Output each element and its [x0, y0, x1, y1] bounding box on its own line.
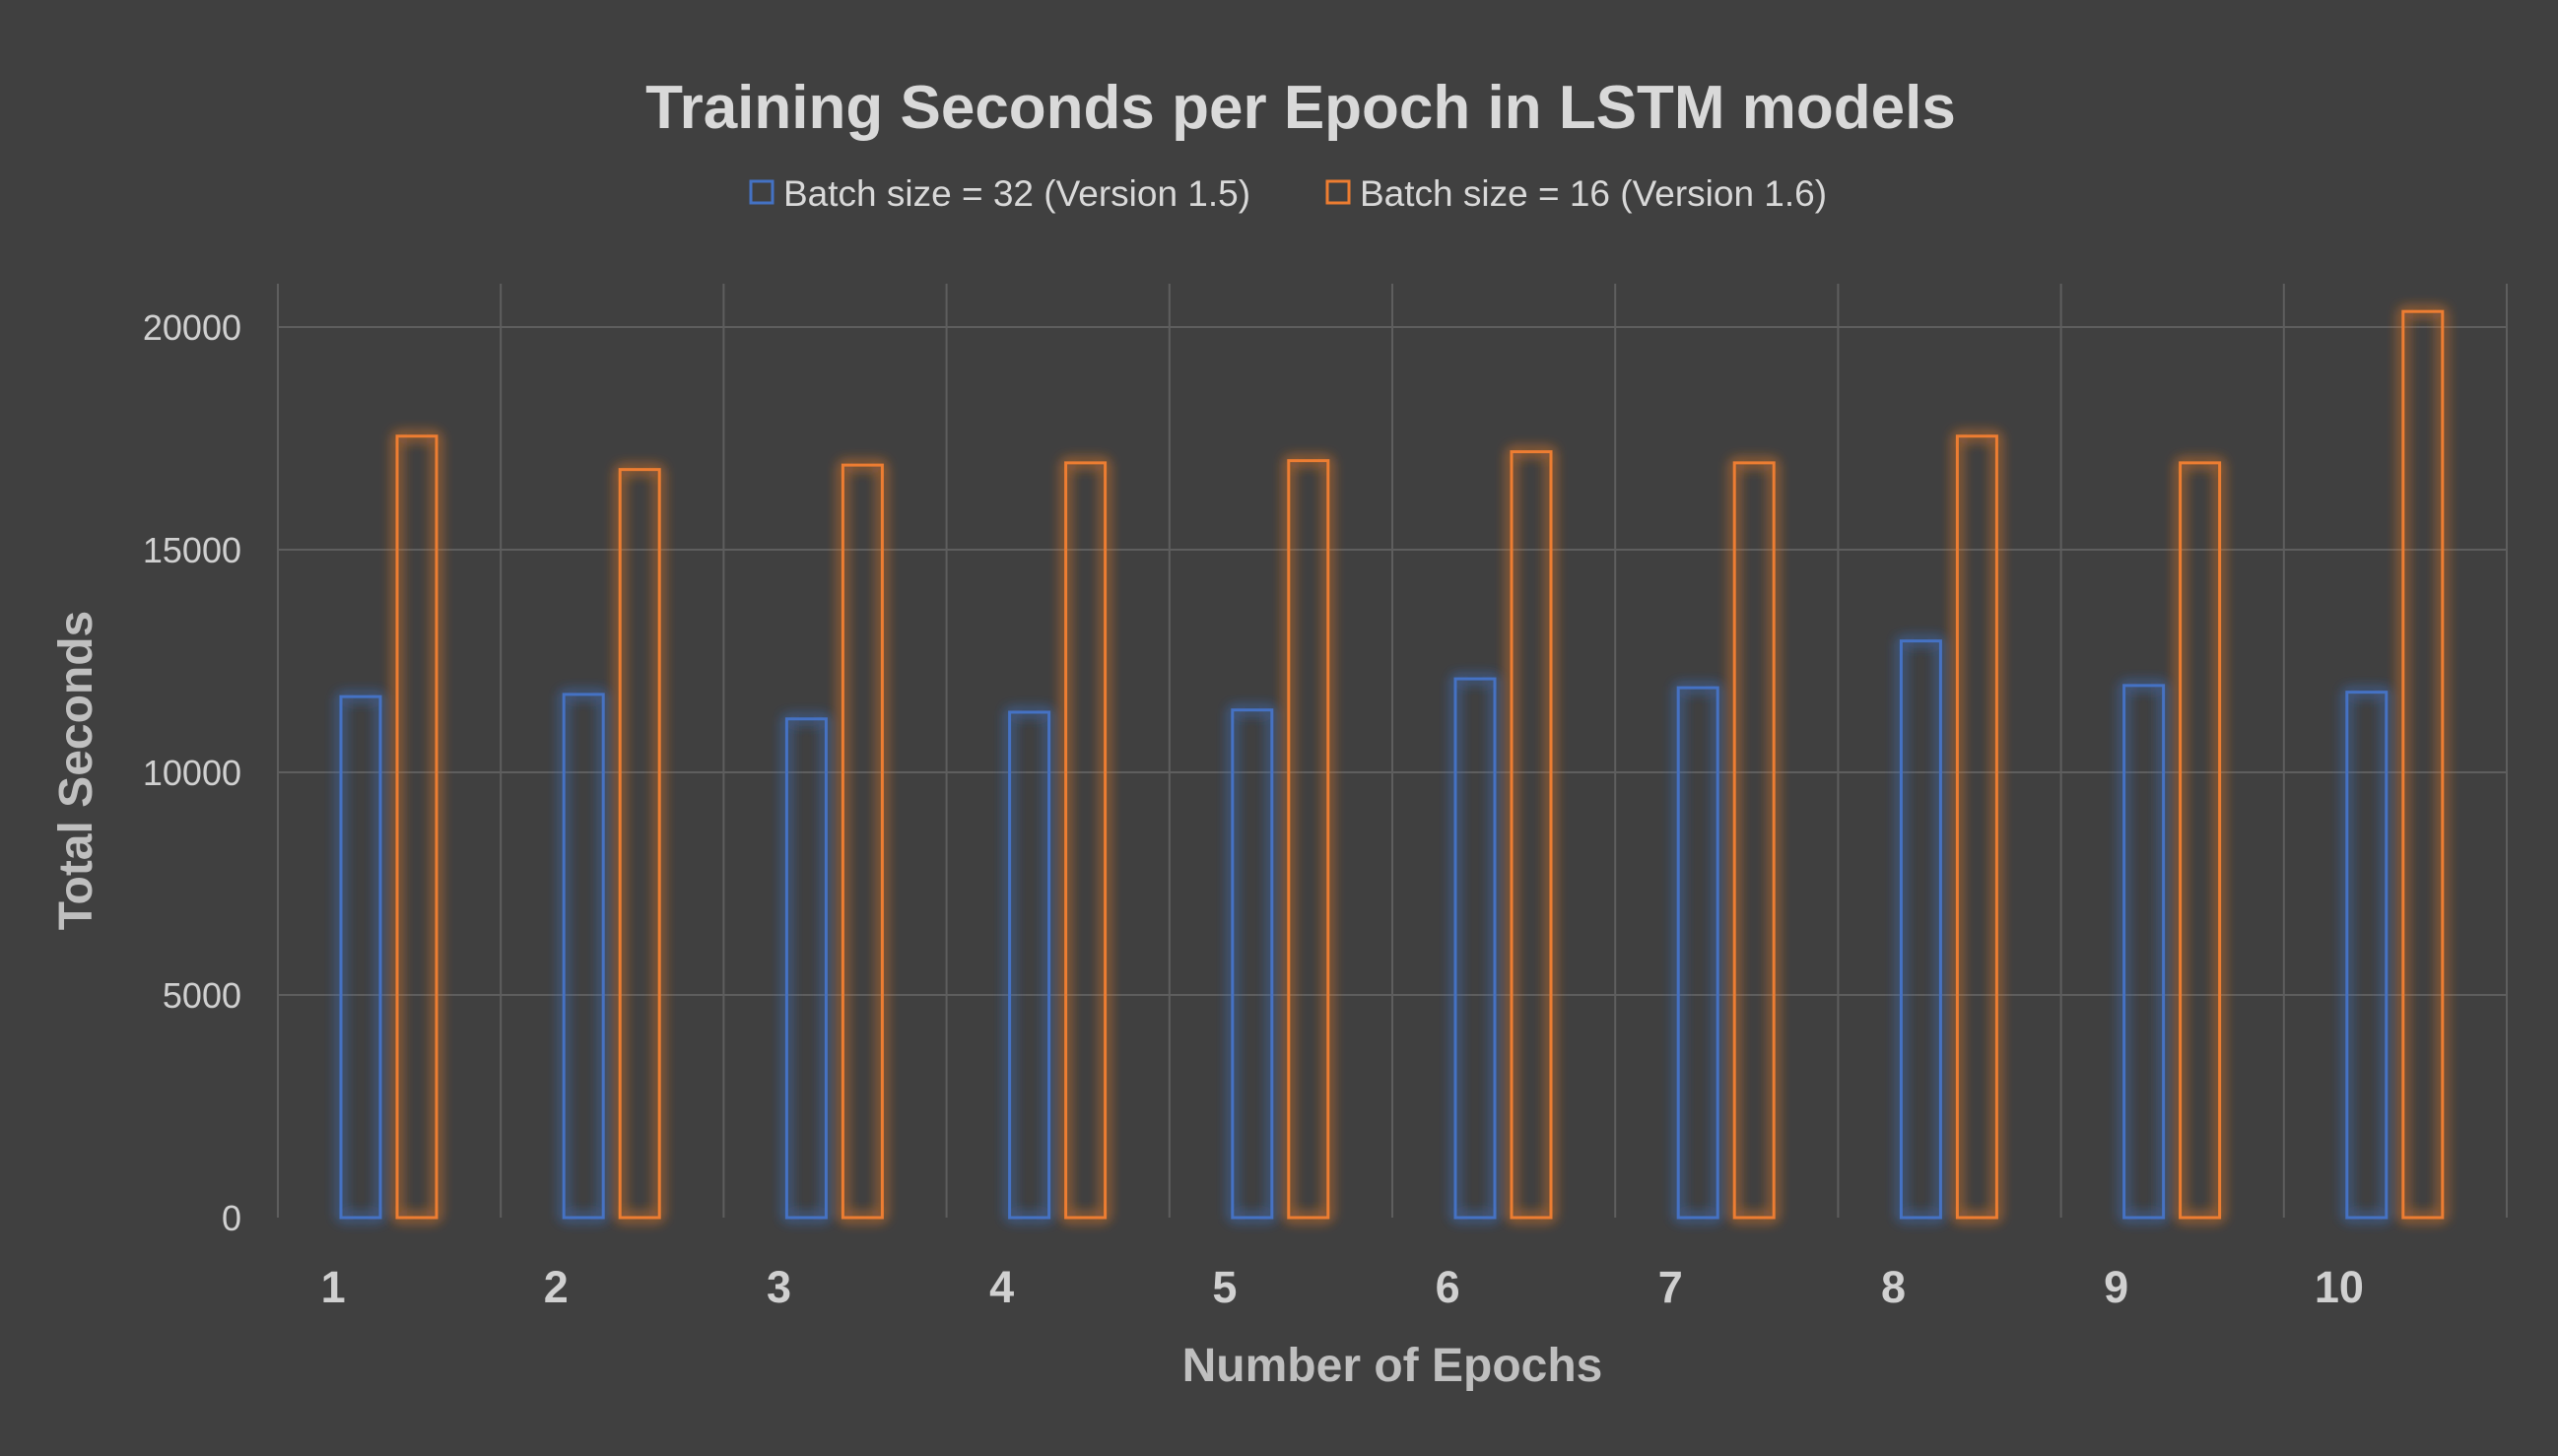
bar-series-2-epoch-10 — [2401, 309, 2445, 1220]
bar-series-2-epoch-4 — [1064, 461, 1108, 1220]
bar-series-2-epoch-6 — [1510, 450, 1553, 1220]
y-tick-label: 10000 — [143, 753, 241, 793]
bar-series-2-epoch-7 — [1732, 461, 1776, 1220]
bar-series-2-epoch-1 — [395, 434, 438, 1220]
bar-series-1-epoch-4 — [1008, 710, 1051, 1220]
bar-series-1-epoch-10 — [2345, 691, 2389, 1220]
bar-series-1-epoch-6 — [1453, 677, 1497, 1220]
legend-label-series-2: Batch size = 16 (Version 1.6) — [1360, 173, 1827, 214]
bar-series-2-epoch-2 — [618, 468, 661, 1220]
legend-swatch-series-2 — [1325, 179, 1351, 205]
chart-title: Training Seconds per Epoch in LSTM model… — [645, 74, 1956, 142]
bar-series-2-epoch-9 — [2179, 461, 2222, 1220]
bar-series-2-epoch-3 — [841, 463, 884, 1220]
bar-series-1-epoch-8 — [1899, 639, 1942, 1220]
x-tick-label: 2 — [544, 1262, 569, 1312]
legend: Batch size = 32 (Version 1.5) Batch size… — [749, 173, 1827, 214]
bar-series-1-epoch-9 — [2122, 684, 2166, 1220]
y-axis-label: Total Seconds — [50, 611, 102, 931]
x-tick-label: 7 — [1658, 1262, 1683, 1312]
x-tick-label: 3 — [767, 1262, 791, 1312]
y-tick-label: 5000 — [163, 975, 241, 1016]
y-tick-label: 15000 — [143, 530, 241, 570]
gridlines — [277, 284, 2508, 1218]
x-tick-label: 10 — [2315, 1262, 2364, 1312]
bar-series-1-epoch-1 — [339, 695, 382, 1220]
x-tick-label: 6 — [1436, 1262, 1460, 1312]
y-axis-ticks: 0 5000 10000 15000 20000 — [143, 307, 241, 1238]
bar-series-1-epoch-3 — [784, 717, 828, 1220]
x-tick-label: 5 — [1212, 1262, 1237, 1312]
x-tick-label: 1 — [321, 1262, 346, 1312]
bars — [339, 309, 2445, 1220]
y-tick-label: 20000 — [143, 307, 241, 348]
bar-series-1-epoch-7 — [1676, 686, 1719, 1220]
bar-series-2-epoch-5 — [1287, 459, 1330, 1220]
bar-series-1-epoch-5 — [1231, 708, 1274, 1220]
x-axis-label: Number of Epochs — [1182, 1340, 1603, 1392]
x-tick-label: 9 — [2104, 1262, 2128, 1312]
x-axis-ticks: 1 2 3 4 5 6 7 8 9 10 — [321, 1262, 2364, 1312]
bar-series-1-epoch-2 — [562, 693, 605, 1220]
y-tick-label: 0 — [222, 1198, 241, 1238]
legend-swatch-series-1 — [749, 179, 774, 205]
x-tick-label: 8 — [1881, 1262, 1906, 1312]
bar-series-2-epoch-8 — [1955, 434, 1998, 1220]
legend-label-series-1: Batch size = 32 (Version 1.5) — [783, 173, 1250, 214]
x-tick-label: 4 — [989, 1262, 1014, 1312]
